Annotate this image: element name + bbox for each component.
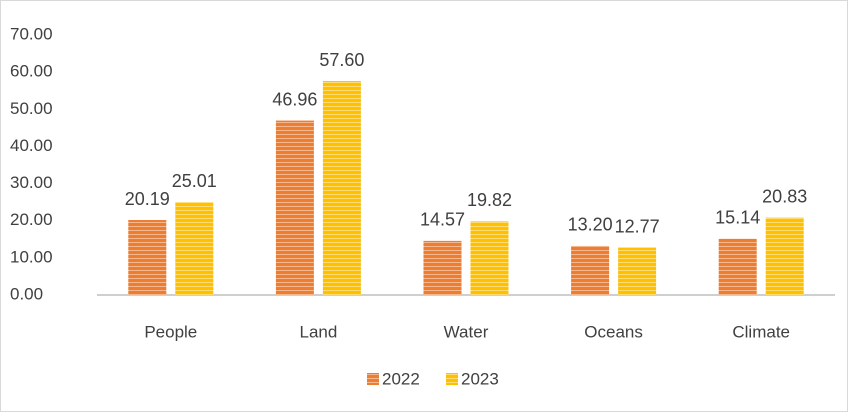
value-label: 20.83 <box>762 186 807 206</box>
x-tick-label: Climate <box>732 322 790 341</box>
x-tick-label: People <box>144 322 197 341</box>
value-label: 12.77 <box>615 216 660 236</box>
legend-swatch <box>446 373 458 385</box>
bar <box>718 238 757 295</box>
bar <box>175 202 214 295</box>
legend-swatch <box>367 373 379 385</box>
bar <box>423 240 462 295</box>
value-label: 14.57 <box>420 210 465 230</box>
value-label: 57.60 <box>319 50 364 70</box>
x-tick-label: Oceans <box>584 322 643 341</box>
value-label: 13.20 <box>568 215 613 235</box>
x-tick-label: Land <box>299 322 337 341</box>
bar <box>571 245 610 295</box>
y-tick-label: 70.00 <box>10 24 53 43</box>
y-tick-label: 50.00 <box>10 99 53 118</box>
legend-label: 2022 <box>382 369 420 388</box>
value-label: 46.96 <box>272 89 317 109</box>
bar <box>128 220 167 295</box>
value-label: 20.19 <box>125 189 170 209</box>
bar <box>470 221 509 295</box>
y-tick-label: 10.00 <box>10 247 53 266</box>
value-label: 25.01 <box>172 171 217 191</box>
y-tick-label: 30.00 <box>10 173 53 192</box>
value-label: 15.14 <box>715 208 760 228</box>
bar <box>765 217 804 295</box>
bar <box>275 120 314 295</box>
y-tick-label: 0.00 <box>10 284 43 303</box>
bar <box>618 247 657 295</box>
y-tick-label: 60.00 <box>10 62 53 81</box>
value-label: 19.82 <box>467 190 512 210</box>
x-tick-label: Water <box>444 322 489 341</box>
legend-label: 2023 <box>461 369 499 388</box>
y-tick-label: 20.00 <box>10 210 53 229</box>
y-tick-label: 40.00 <box>10 136 53 155</box>
bar <box>322 81 361 295</box>
